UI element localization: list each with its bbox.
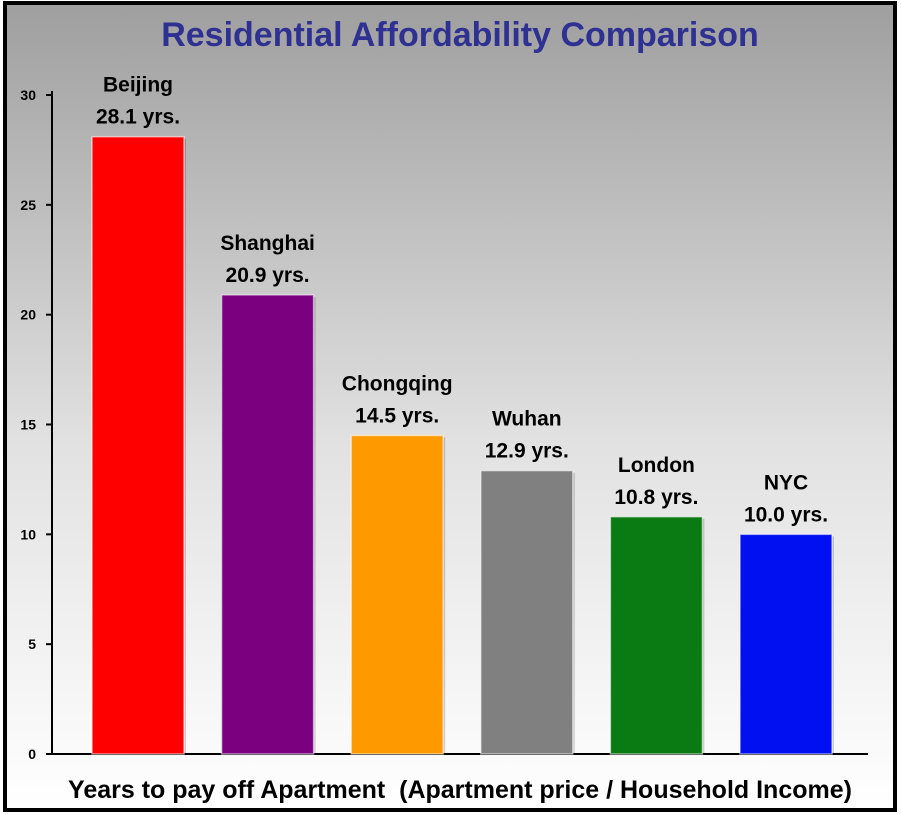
category-label-nyc: NYC xyxy=(764,471,808,494)
value-label-beijing: 28.1 yrs. xyxy=(96,106,180,129)
value-label-chongqing: 14.5 yrs. xyxy=(355,404,439,427)
value-label-nyc: 10.0 yrs. xyxy=(744,503,828,526)
y-tick-label: 25 xyxy=(20,197,36,213)
chart-title: Residential Affordability Comparison xyxy=(161,16,759,54)
bar-beijing xyxy=(91,135,185,755)
y-tick-label: 20 xyxy=(20,307,36,323)
y-tick-label: 10 xyxy=(20,526,36,542)
axes-group: 0 5 10 15 20 25 30 xyxy=(20,87,868,762)
bar-london xyxy=(609,516,704,755)
category-label-london: London xyxy=(618,454,695,477)
value-label-london: 10.8 yrs. xyxy=(614,486,698,509)
category-label-chongqing: Chongqing xyxy=(342,372,453,395)
data-labels-group: Beijing 28.1 yrs. Shanghai 20.9 yrs. Chongqi… xyxy=(96,74,828,527)
bar-shanghai xyxy=(220,294,315,755)
y-tick-label: 5 xyxy=(28,636,36,652)
value-label-wuhan: 12.9 yrs. xyxy=(485,440,569,463)
bar-chongqing xyxy=(350,434,444,755)
bars-group xyxy=(91,135,834,755)
bar-wuhan xyxy=(480,469,574,755)
category-label-wuhan: Wuhan xyxy=(492,408,562,431)
bar-nyc xyxy=(739,533,833,755)
y-tick-label: 15 xyxy=(20,417,36,433)
y-tick-label: 30 xyxy=(20,87,36,103)
value-label-shanghai: 20.9 yrs. xyxy=(226,264,310,287)
chart-border xyxy=(3,1,897,812)
category-label-beijing: Beijing xyxy=(103,74,173,97)
x-axis-label: Years to pay off Apartment (Apartment pr… xyxy=(68,776,852,804)
category-label-shanghai: Shanghai xyxy=(220,232,315,255)
y-tick-label: 0 xyxy=(28,746,36,762)
